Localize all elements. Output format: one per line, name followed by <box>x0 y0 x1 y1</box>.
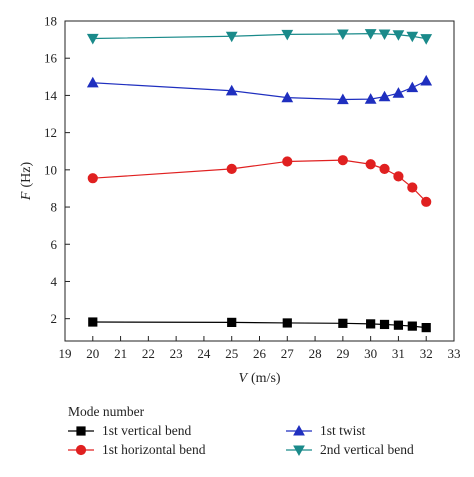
data-point <box>87 173 98 184</box>
series-2 <box>87 155 432 207</box>
data-point <box>225 84 238 96</box>
data-point <box>407 321 417 331</box>
series-layer <box>86 29 433 333</box>
data-point <box>393 320 404 330</box>
series-line <box>92 159 427 203</box>
y-tick-label: 14 <box>44 88 58 103</box>
series-4 <box>86 29 433 45</box>
data-point <box>421 196 432 207</box>
data-point <box>407 182 418 193</box>
data-point <box>88 317 98 327</box>
x-tick-label: 32 <box>420 346 433 361</box>
x-tick-label: 29 <box>336 346 349 361</box>
x-axis-title: V (m/s) <box>238 371 280 386</box>
data-point <box>392 30 405 41</box>
legend-marker <box>75 444 87 456</box>
data-point <box>227 317 237 327</box>
data-point <box>336 93 349 105</box>
x-tick-label: 22 <box>142 346 155 361</box>
legend-label: 1st horizontal bend <box>102 442 206 457</box>
legend-label: 1st twist <box>320 423 366 438</box>
legend-title: Mode number <box>68 404 145 419</box>
x-tick-label: 28 <box>309 346 322 361</box>
series-line <box>92 33 427 40</box>
data-point <box>420 34 433 45</box>
y-tick-label: 12 <box>44 125 57 140</box>
legend: 1st vertical bend 1st horizontal bend 1st … <box>68 423 414 457</box>
series-3 <box>86 74 433 105</box>
data-point <box>420 74 433 86</box>
data-point <box>393 171 404 182</box>
data-point <box>421 323 431 333</box>
x-tick-label: 23 <box>170 346 183 361</box>
legend-item: 2nd vertical bend <box>286 442 414 457</box>
x-tick-label: 30 <box>364 346 377 361</box>
series-line <box>92 80 427 101</box>
x-tick-label: 31 <box>392 346 405 361</box>
x-tick-label: 20 <box>86 346 99 361</box>
legend-label: 2nd vertical bend <box>320 442 414 457</box>
data-point <box>379 319 390 330</box>
legend-label: 1st vertical bend <box>102 423 191 438</box>
data-point <box>337 155 348 166</box>
series-1 <box>88 317 431 333</box>
data-point <box>366 319 376 329</box>
data-point <box>379 163 390 175</box>
data-point <box>392 87 405 98</box>
legend-marker <box>293 445 305 457</box>
y-tick-label: 10 <box>44 162 57 177</box>
data-point <box>406 31 419 43</box>
x-tick-label: 25 <box>225 346 238 361</box>
legend-marker <box>76 426 86 436</box>
data-point <box>406 81 419 93</box>
data-point <box>365 159 376 170</box>
series-line <box>92 321 427 329</box>
y-tick-label: 2 <box>51 311 58 326</box>
data-point <box>282 318 292 328</box>
data-point <box>225 31 238 43</box>
y-axis-title: F(Hz) <box>19 162 34 202</box>
data-point <box>336 29 349 41</box>
data-point <box>364 93 377 104</box>
y-tick-label: 18 <box>44 14 57 29</box>
x-tick-label: 27 <box>281 346 295 361</box>
legend-item: 1st horizontal bend <box>68 442 206 457</box>
data-point <box>378 29 391 41</box>
data-point <box>281 91 294 103</box>
x-tick-label: 21 <box>114 346 127 361</box>
legend-item: 1st vertical bend <box>68 423 191 438</box>
data-point <box>338 318 348 328</box>
legend-marker <box>293 424 305 436</box>
data-point <box>86 76 99 88</box>
x-tick-label: 26 <box>253 346 267 361</box>
x-tick-label: 33 <box>448 346 461 361</box>
data-point <box>282 156 293 167</box>
legend-item: 1st twist <box>286 423 366 438</box>
data-point <box>226 163 237 175</box>
y-tick-label: 4 <box>51 274 58 289</box>
axis-ticks: 19 20 21 22 23 24 25 26 27 28 29 30 31 32 332468101214… <box>44 14 461 362</box>
y-tick-label: 16 <box>44 51 58 66</box>
x-tick-label: 24 <box>197 346 211 361</box>
plot-frame <box>64 20 455 342</box>
data-point <box>364 29 377 40</box>
data-point <box>86 33 99 45</box>
y-tick-label: 6 <box>51 237 58 252</box>
y-tick-label: 8 <box>51 200 58 215</box>
x-tick-label: 19 <box>59 346 72 361</box>
data-point <box>378 90 391 102</box>
data-point <box>281 29 294 41</box>
